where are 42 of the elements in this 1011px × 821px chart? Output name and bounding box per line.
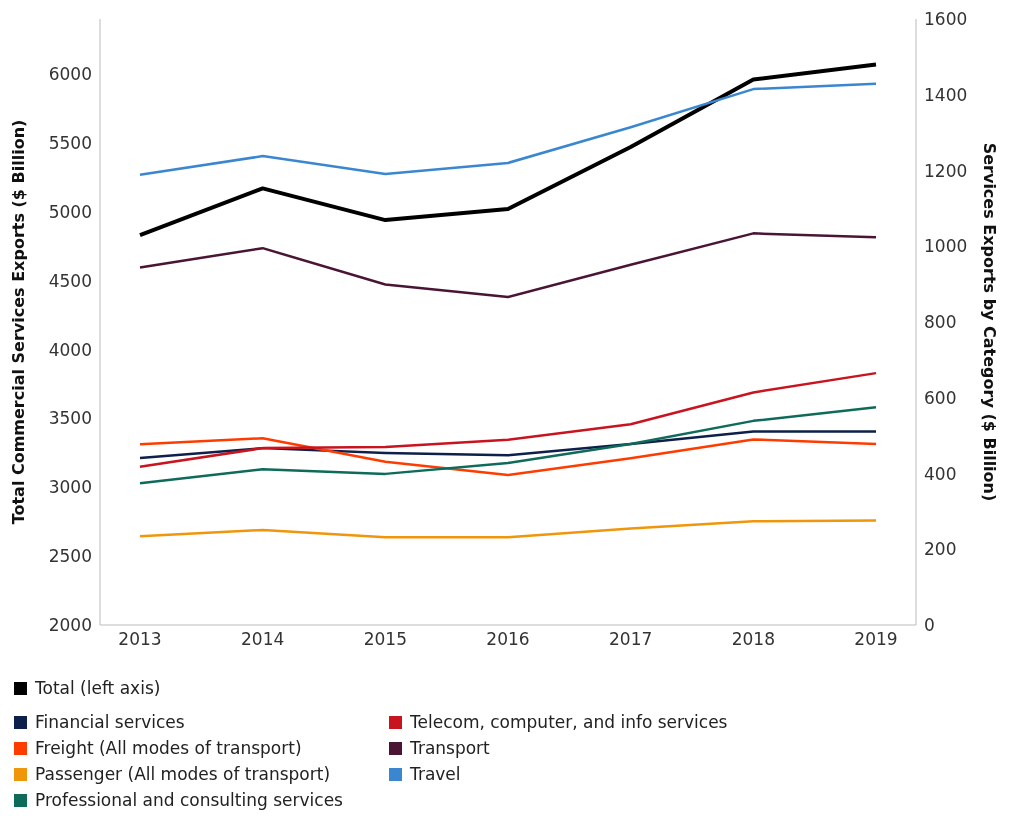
line-series	[138, 82, 878, 176]
y2-tick-label: 1200	[924, 160, 968, 181]
y-tick-label: 3500	[48, 408, 92, 429]
line-series	[138, 519, 878, 539]
x-tick-label: 2013	[118, 629, 162, 650]
line-series	[138, 371, 878, 468]
x-tick-label: 2016	[486, 629, 530, 650]
y2-axis-title: Services Exports by Category ($ Billion)	[980, 142, 1000, 502]
x-tick-label: 2015	[363, 629, 407, 650]
y2-tick-label: 1000	[924, 236, 968, 257]
y2-tick-label: 0	[924, 615, 935, 636]
y-tick-label: 5000	[48, 201, 92, 222]
y-tick-label: 4000	[48, 339, 92, 360]
x-tick-label: 2014	[241, 629, 285, 650]
y2-tick-label: 800	[924, 312, 957, 333]
legend-label: Passenger (All modes of transport)	[35, 764, 331, 784]
line-series	[138, 62, 878, 238]
line-series	[138, 437, 878, 477]
y-tick-label: 4500	[48, 270, 92, 291]
y-tick-label: 2000	[48, 615, 92, 636]
line-series	[138, 405, 878, 485]
legend-label: Total (left axis)	[35, 678, 161, 698]
legend-label: Transport	[410, 738, 490, 758]
y2-tick-label: 1400	[924, 84, 968, 105]
legend-label: Telecom, computer, and info services	[410, 712, 728, 732]
x-tick-label: 2019	[854, 629, 898, 650]
y-tick-label: 6000	[48, 64, 92, 85]
y2-tick-label: 200	[924, 539, 957, 560]
x-tick-label: 2017	[609, 629, 653, 650]
legend-label: Professional and consulting services	[35, 790, 343, 810]
y-tick-label: 3000	[48, 477, 92, 498]
legend-label: Financial services	[35, 712, 185, 732]
y-tick-label: 2500	[48, 546, 92, 567]
y-axis-title: Total Commercial Services Exports ($ Billion)	[8, 119, 28, 525]
y2-tick-label: 1600	[924, 9, 968, 30]
x-tick-label: 2018	[731, 629, 775, 650]
legend-label: Freight (All modes of transport)	[35, 738, 302, 758]
legend-label: Travel	[410, 764, 461, 784]
y2-tick-label: 600	[924, 387, 957, 408]
y2-tick-label: 400	[924, 463, 957, 484]
line-series	[138, 232, 878, 299]
y-tick-label: 5500	[48, 132, 92, 153]
